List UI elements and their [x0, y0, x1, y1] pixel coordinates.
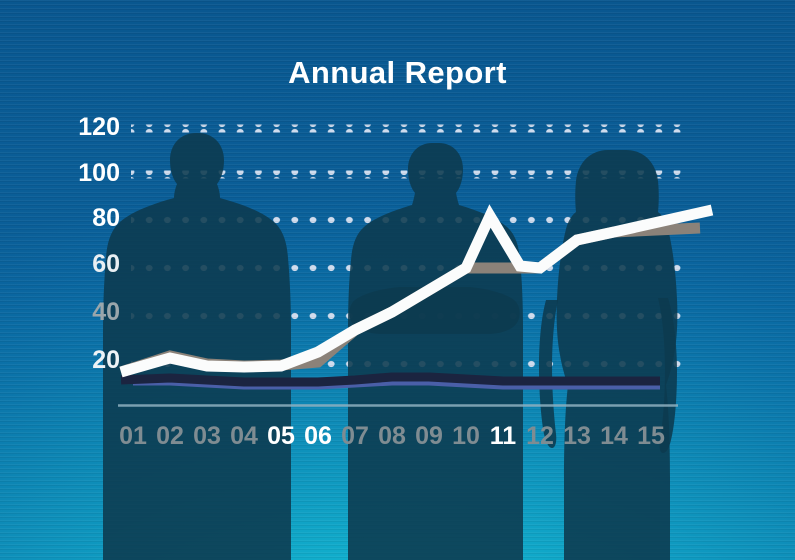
- x-tick-13: 13: [563, 422, 591, 450]
- x-tick-02: 02: [156, 422, 184, 450]
- page-title: Annual Report: [288, 55, 507, 90]
- x-tick-03: 03: [193, 422, 221, 450]
- x-tick-08: 08: [378, 422, 406, 450]
- x-tick-07: 07: [341, 422, 369, 450]
- y-tick-20: 20: [92, 346, 120, 374]
- x-tick-15: 15: [637, 422, 665, 450]
- y-tick-80: 80: [92, 204, 120, 232]
- x-tick-12: 12: [526, 422, 554, 450]
- silhouette-businesswoman-right: [539, 150, 678, 560]
- x-tick-06: 06: [304, 422, 332, 450]
- silhouette-businessman-left: [103, 133, 291, 560]
- x-tick-09: 09: [415, 422, 443, 450]
- x-tick-05: 05: [267, 422, 295, 450]
- x-tick-10: 10: [452, 422, 480, 450]
- x-tick-14: 14: [600, 422, 628, 450]
- y-tick-60: 60: [92, 250, 120, 278]
- series-white-line: [119, 204, 714, 378]
- x-tick-11: 11: [489, 422, 517, 450]
- series-navy-line: [120, 372, 660, 387]
- x-tick-01: 01: [119, 422, 147, 450]
- x-tick-04: 04: [230, 422, 258, 450]
- y-tick-40: 40: [92, 298, 120, 326]
- y-tick-100: 100: [78, 159, 120, 187]
- y-tick-120: 120: [78, 113, 120, 141]
- x-axis: 01 02 03 04 05 06 07 08 09 10 11 12 13 1…: [0, 424, 795, 454]
